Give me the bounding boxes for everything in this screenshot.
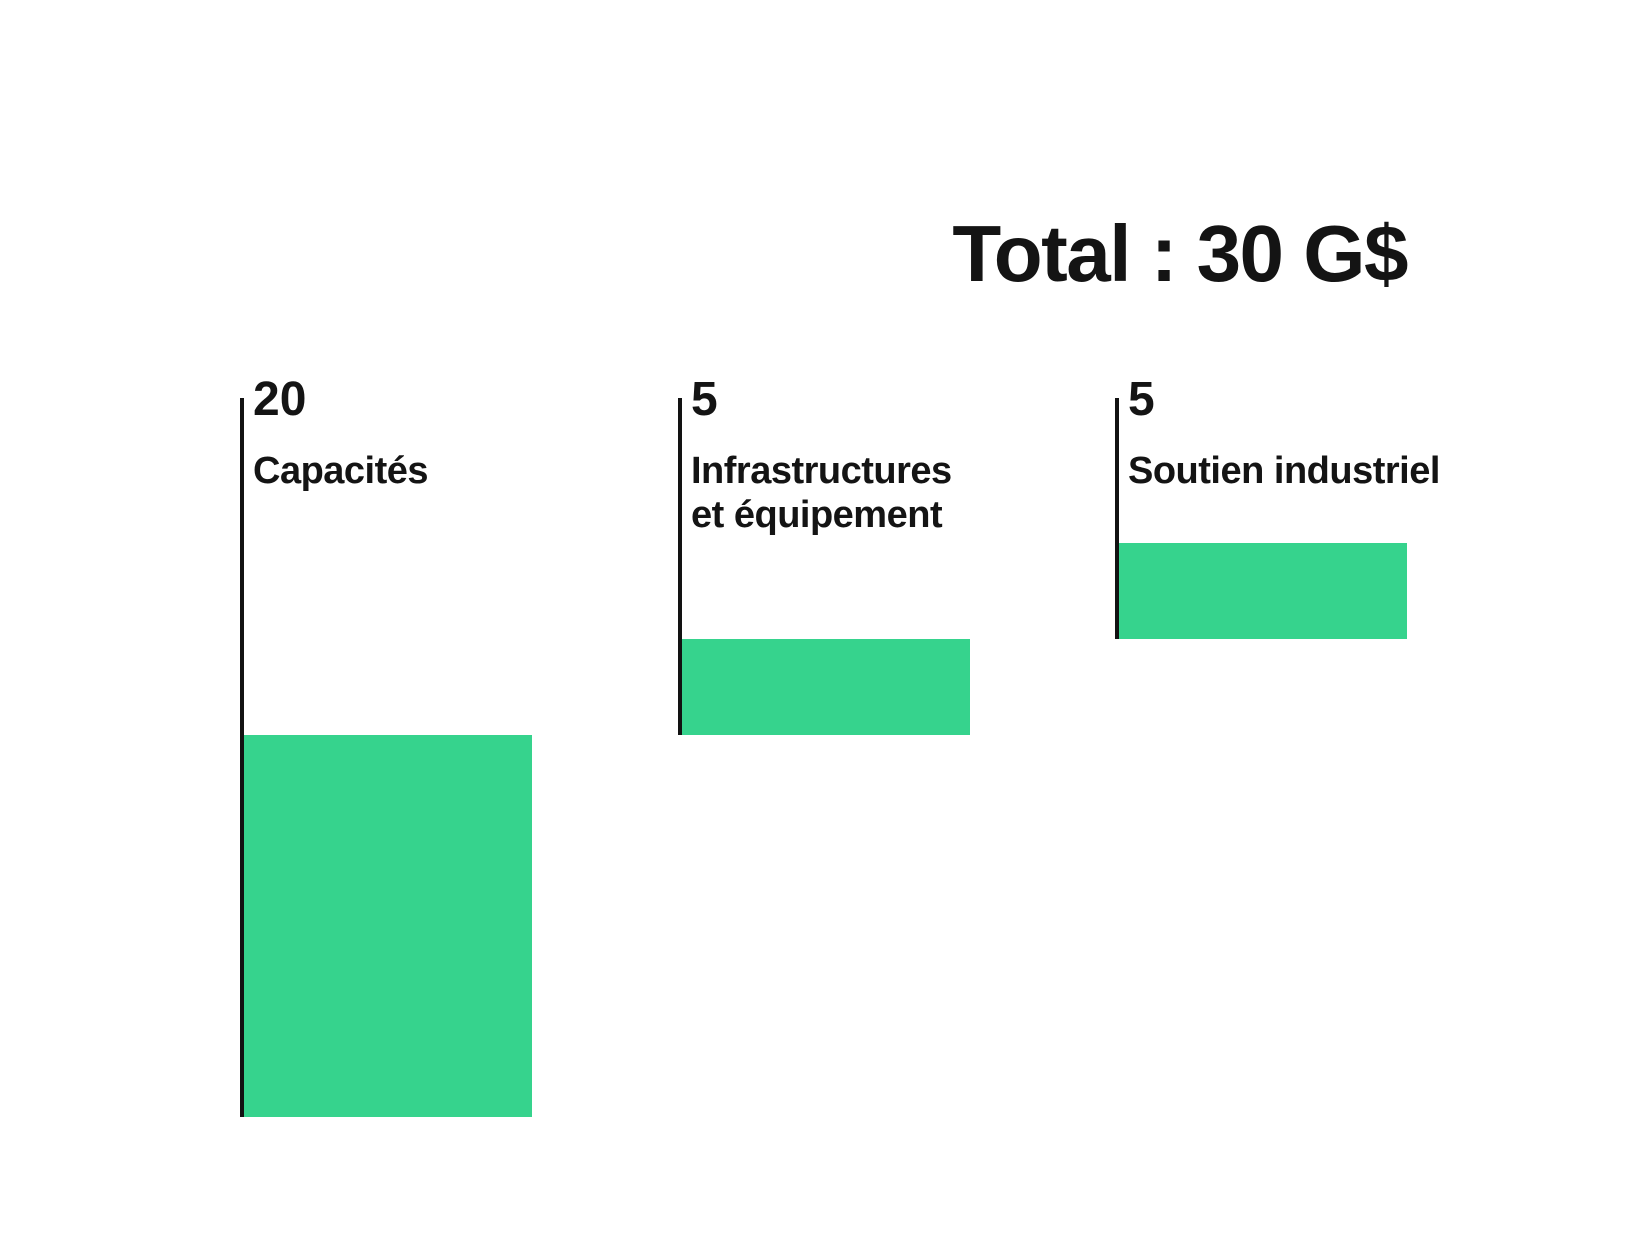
axis-line xyxy=(678,398,682,735)
chart-total-title: Total : 30 G$ xyxy=(952,209,1408,298)
value-label-infrastructures: 5 xyxy=(691,373,718,426)
category-line1: Capacités xyxy=(253,450,429,492)
category-line1: Soutien industriel xyxy=(1128,450,1440,492)
bar-soutien-industriel xyxy=(1119,543,1407,639)
value-label-capacites: 20 xyxy=(253,373,307,426)
category-line1: Infrastructures xyxy=(691,450,952,492)
bar-capacites xyxy=(244,735,532,1117)
value-label-soutien-industriel: 5 xyxy=(1128,373,1155,426)
category-label-capacites: Capacités xyxy=(253,449,429,493)
axis-line xyxy=(1115,398,1119,639)
bar-infrastructures xyxy=(682,639,970,735)
category-label-infrastructures: Infrastructures et équipement xyxy=(691,449,952,537)
axis-line xyxy=(240,398,244,1117)
category-line2: et équipement xyxy=(691,494,943,536)
category-label-soutien-industriel: Soutien industriel xyxy=(1128,449,1440,493)
